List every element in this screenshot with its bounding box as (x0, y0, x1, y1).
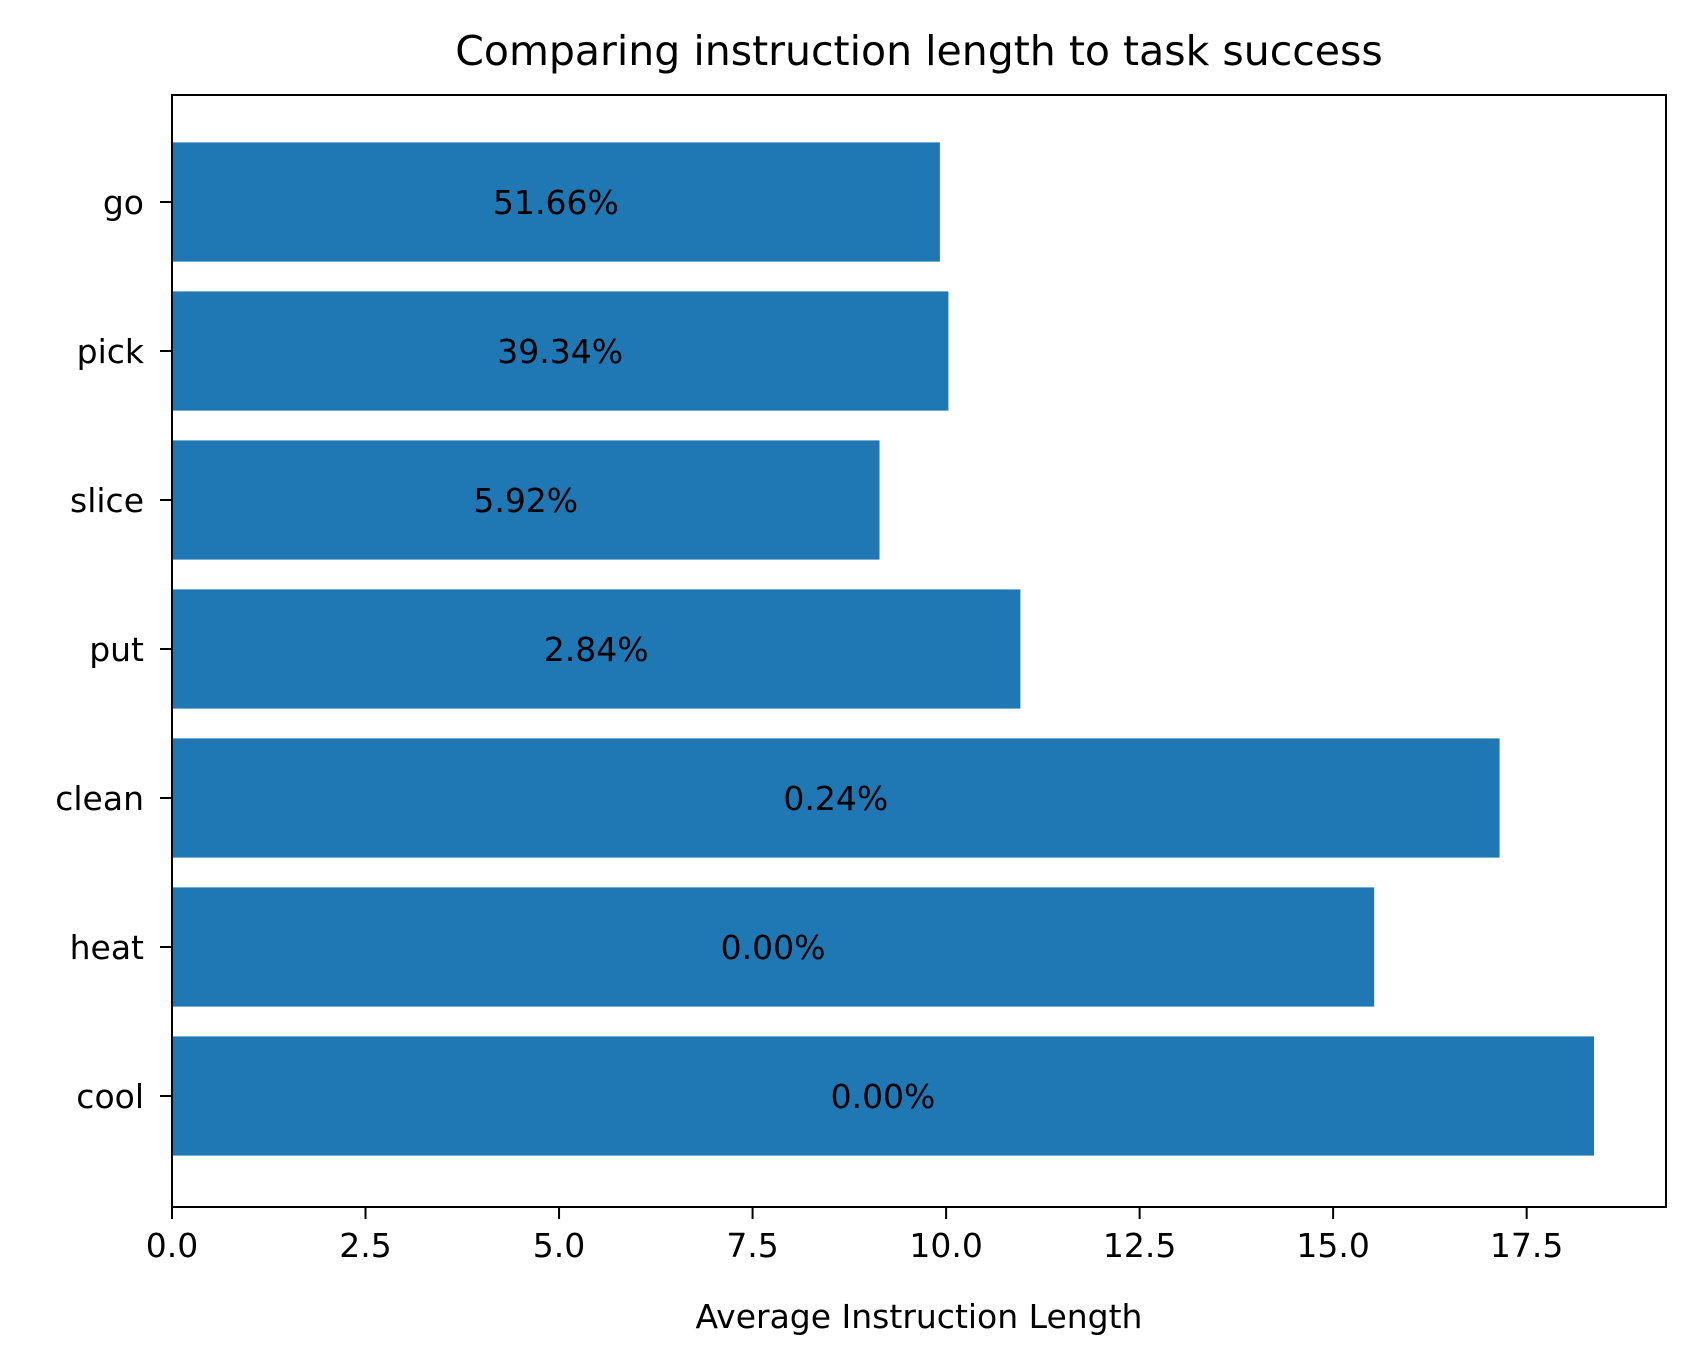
x-axis: 0.0 2.5 5.0 7.5 10.0 12.5 15.0 17.5 (146, 1207, 1563, 1265)
bar-label-pick: 39.34% (497, 332, 623, 371)
x-tick-label-0: 0.0 (146, 1226, 198, 1265)
y-tick-label-go: go (103, 183, 144, 222)
y-tick-label-heat: heat (70, 928, 144, 967)
x-axis-label: Average Instruction Length (696, 1297, 1143, 1336)
chart-title: Comparing instruction length to task suc… (455, 27, 1383, 75)
bars-group (172, 142, 1595, 1156)
bar-slice (172, 440, 880, 560)
x-tick-label-2: 5.0 (533, 1226, 585, 1265)
bar-heat (172, 887, 1375, 1007)
x-tick-label-4: 10.0 (909, 1226, 982, 1265)
bar-label-heat: 0.00% (721, 928, 826, 967)
bar-go (172, 142, 940, 262)
bar-label-slice: 5.92% (473, 481, 578, 520)
y-axis: go pick slice put clean heat cool (55, 183, 172, 1116)
x-tick-label-7: 17.5 (1490, 1226, 1563, 1265)
x-tick-label-5: 12.5 (1103, 1226, 1176, 1265)
bar-put (172, 589, 1021, 709)
y-tick-label-put: put (89, 630, 144, 669)
bar-labels-group: 51.66% 39.34% 5.92% 2.84% 0.24% 0.00% 0.00% (473, 183, 935, 1116)
plot-frame (171, 94, 1667, 1208)
bar-cool (172, 1036, 1595, 1156)
y-tick-label-cool: cool (76, 1077, 144, 1116)
y-tick-label-slice: slice (70, 481, 144, 520)
y-tick-label-clean: clean (55, 779, 144, 818)
bar-label-cool: 0.00% (831, 1077, 936, 1116)
bar-pick (172, 291, 949, 411)
x-tick-label-1: 2.5 (339, 1226, 391, 1265)
bar-label-go: 51.66% (493, 183, 619, 222)
y-tick-label-pick: pick (77, 332, 145, 371)
x-tick-label-6: 15.0 (1296, 1226, 1369, 1265)
bar-label-clean: 0.24% (783, 779, 888, 818)
bar-clean (172, 738, 1500, 858)
x-tick-label-3: 7.5 (726, 1226, 778, 1265)
bar-label-put: 2.84% (544, 630, 649, 669)
